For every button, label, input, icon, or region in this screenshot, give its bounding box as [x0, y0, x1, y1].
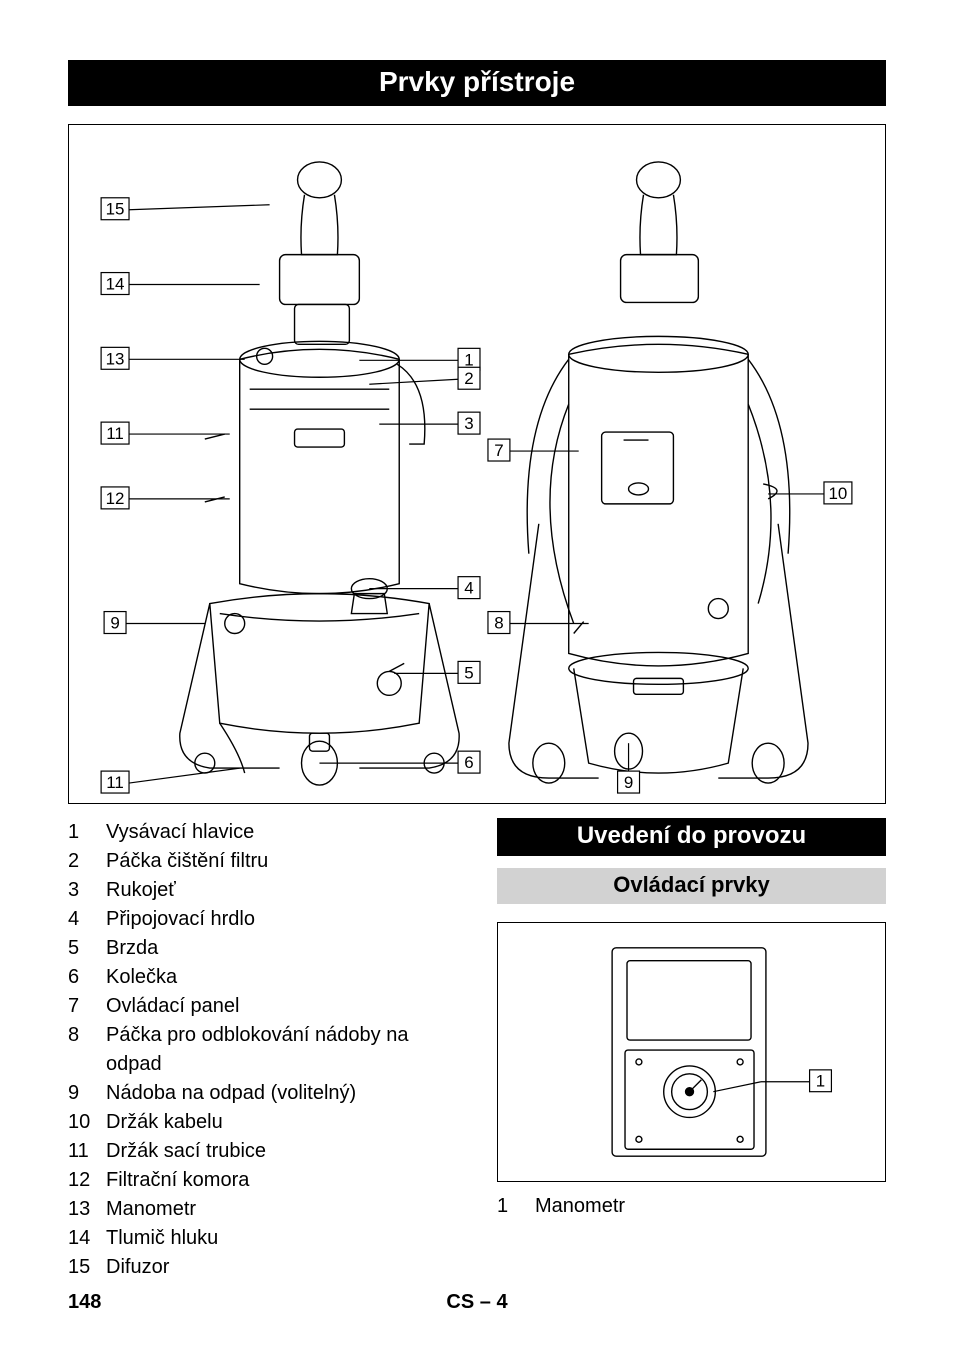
callout-number: 9	[624, 773, 633, 792]
parts-number: 3	[68, 876, 106, 905]
parts-label: Připojovací hrdlo	[106, 905, 457, 934]
parts-number: 7	[68, 992, 106, 1021]
callout-number: 14	[106, 275, 125, 294]
callout-number: 11	[106, 773, 124, 792]
page: Prvky přístroje	[0, 0, 954, 1354]
parts-row: 15Difuzor	[68, 1253, 457, 1282]
parts-number: 4	[68, 905, 106, 934]
controls-parts-row: 1Manometr	[497, 1192, 886, 1221]
parts-number: 12	[68, 1166, 106, 1195]
control-callout-number: 1	[816, 1072, 825, 1091]
parts-row: 14Tlumič hluku	[68, 1224, 457, 1253]
parts-label: Tlumič hluku	[106, 1224, 457, 1253]
parts-label: Rukojeť	[106, 876, 457, 905]
footer-center: CS – 4	[446, 1291, 507, 1314]
parts-label: Ovládací panel	[106, 992, 457, 1021]
callout-number: 12	[106, 489, 125, 508]
control-diagram-svg: 1	[498, 923, 885, 1181]
parts-row: 9Nádoba na odpad (volitelný)	[68, 1079, 457, 1108]
main-section-header: Prvky přístroje	[68, 60, 886, 106]
callout-number: 6	[464, 753, 473, 772]
callout-number: 9	[110, 614, 119, 633]
two-column-area: 1Vysávací hlavice2Páčka čištění filtru3R…	[68, 818, 886, 1282]
callouts-control: 1	[713, 1070, 831, 1092]
parts-label: Brzda	[106, 934, 457, 963]
callout-number: 8	[494, 614, 503, 633]
controls-parts-list: 1Manometr	[497, 1192, 886, 1221]
parts-number: 13	[68, 1195, 106, 1224]
callout-number: 4	[464, 579, 473, 598]
callout-number: 1	[464, 350, 473, 369]
parts-label: Kolečka	[106, 963, 457, 992]
section2-header: Uvedení do provozu	[497, 818, 886, 856]
callout-number: 3	[464, 414, 473, 433]
parts-label: Nádoba na odpad (volitelný)	[106, 1079, 457, 1108]
parts-number: 5	[68, 934, 106, 963]
callout-number: 10	[829, 484, 848, 503]
parts-label: Vysávací hlavice	[106, 818, 457, 847]
parts-number: 11	[68, 1137, 106, 1166]
callout-number: 15	[106, 200, 125, 219]
parts-row: 13Manometr	[68, 1195, 457, 1224]
parts-number: 8	[68, 1021, 106, 1050]
control-panel-drawing	[612, 948, 766, 1156]
parts-list-column: 1Vysávací hlavice2Páčka čištění filtru3R…	[68, 818, 457, 1282]
right-column: Uvedení do provozu Ovládací prvky	[497, 818, 886, 1282]
main-diagram-svg: 151413111291112345678910	[69, 125, 885, 803]
callout-number: 5	[464, 663, 473, 682]
parts-row: 7Ovládací panel	[68, 992, 457, 1021]
parts-row: 12Filtrační komora	[68, 1166, 457, 1195]
parts-number: 9	[68, 1079, 106, 1108]
page-footer: 148 CS – 4	[68, 1291, 886, 1314]
parts-label: Držák sací trubice	[106, 1137, 457, 1166]
parts-number: 6	[68, 963, 106, 992]
parts-row: 8Páčka pro odblokování nádoby na odpad	[68, 1021, 457, 1079]
callout-leader	[129, 205, 270, 210]
parts-row: 1Vysávací hlavice	[68, 818, 457, 847]
figure-right	[509, 162, 808, 783]
callout-number: 2	[464, 369, 473, 388]
parts-number: 10	[68, 1108, 106, 1137]
main-diagram-box: 151413111291112345678910	[68, 124, 886, 804]
callout-number: 11	[106, 424, 124, 443]
parts-row: 2Páčka čištění filtru	[68, 847, 457, 876]
parts-number: 14	[68, 1224, 106, 1253]
sub-header-gray: Ovládací prvky	[497, 868, 886, 904]
parts-label: Páčka pro odblokování nádoby na odpad	[106, 1021, 457, 1079]
parts-label: Manometr	[106, 1195, 457, 1224]
parts-label: Páčka čištění filtru	[106, 847, 457, 876]
parts-label: Držák kabelu	[106, 1108, 457, 1137]
control-diagram-box: 1	[497, 922, 886, 1182]
parts-row: 6Kolečka	[68, 963, 457, 992]
parts-row: 5Brzda	[68, 934, 457, 963]
callouts-main: 151413111291112345678910	[101, 198, 852, 793]
parts-list: 1Vysávací hlavice2Páčka čištění filtru3R…	[68, 818, 457, 1282]
controls-parts-number: 1	[497, 1192, 535, 1221]
parts-label: Filtrační komora	[106, 1166, 457, 1195]
parts-label: Difuzor	[106, 1253, 457, 1282]
parts-number: 2	[68, 847, 106, 876]
callout-number: 13	[106, 349, 125, 368]
parts-row: 10Držák kabelu	[68, 1108, 457, 1137]
controls-parts-label: Manometr	[535, 1192, 886, 1221]
parts-row: 11Držák sací trubice	[68, 1137, 457, 1166]
callout-number: 7	[494, 441, 503, 460]
parts-number: 1	[68, 818, 106, 847]
parts-row: 3Rukojeť	[68, 876, 457, 905]
footer-page-number: 148	[68, 1291, 101, 1314]
callout-leader	[129, 768, 240, 783]
figure-left	[180, 162, 459, 785]
parts-row: 4Připojovací hrdlo	[68, 905, 457, 934]
parts-number: 15	[68, 1253, 106, 1282]
